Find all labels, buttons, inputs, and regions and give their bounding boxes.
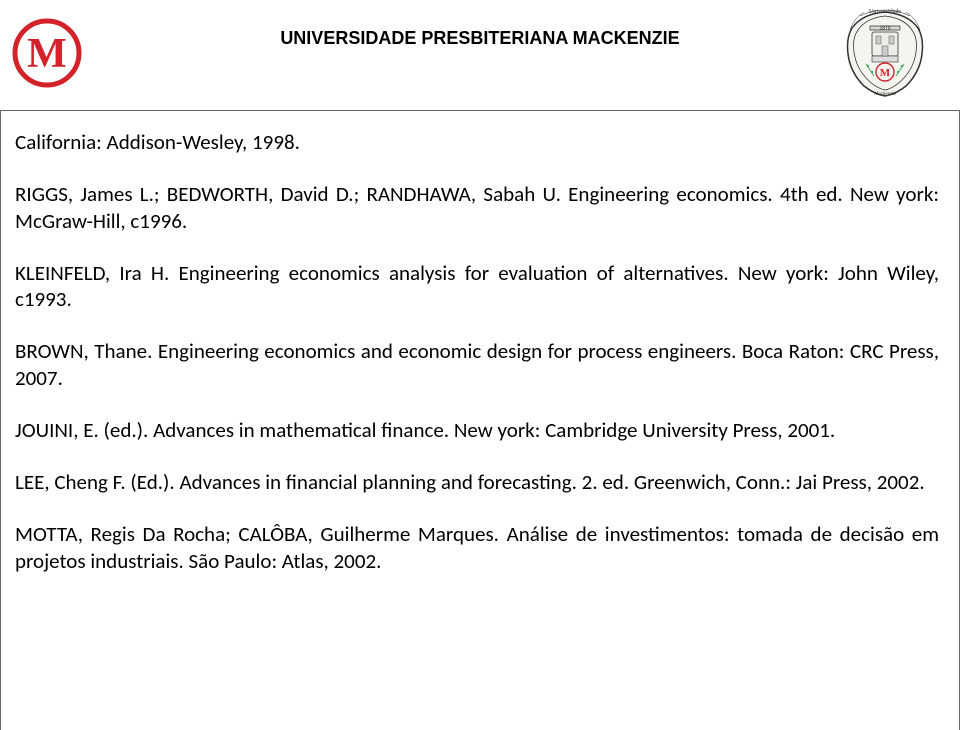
reference-item: BROWN, Thane. Engineering economics and … xyxy=(15,338,939,391)
logo-mackenzie-m: M xyxy=(12,18,82,93)
references-container: California: Addison-Wesley, 1998. RIGGS,… xyxy=(0,110,960,730)
page-title: UNIVERSIDADE PRESBITERIANA MACKENZIE xyxy=(280,28,679,49)
reference-item: California: Addison-Wesley, 1998. xyxy=(15,129,939,155)
svg-text:Mackenzie: Mackenzie xyxy=(874,92,897,97)
reference-item: LEE, Cheng F. (Ed.). Advances in financi… xyxy=(15,469,939,495)
svg-text:1870: 1870 xyxy=(879,26,890,32)
logo-mackenzie-seal: Universidade Mackenzie 1870 M xyxy=(846,6,924,103)
page-header: M UNIVERSIDADE PRESBITERIANA MACKENZIE U… xyxy=(0,0,960,100)
reference-item: MOTTA, Regis Da Rocha; CALÔBA, Guilherme… xyxy=(15,521,939,574)
svg-text:Universidade: Universidade xyxy=(869,9,901,15)
reference-item: JOUINI, E. (ed.). Advances in mathematic… xyxy=(15,417,939,443)
reference-item: KLEINFELD, Ira H. Engineering economics … xyxy=(15,260,939,313)
svg-text:M: M xyxy=(27,31,67,77)
svg-text:M: M xyxy=(880,67,891,79)
reference-item: RIGGS, James L.; BEDWORTH, David D.; RAN… xyxy=(15,181,939,234)
